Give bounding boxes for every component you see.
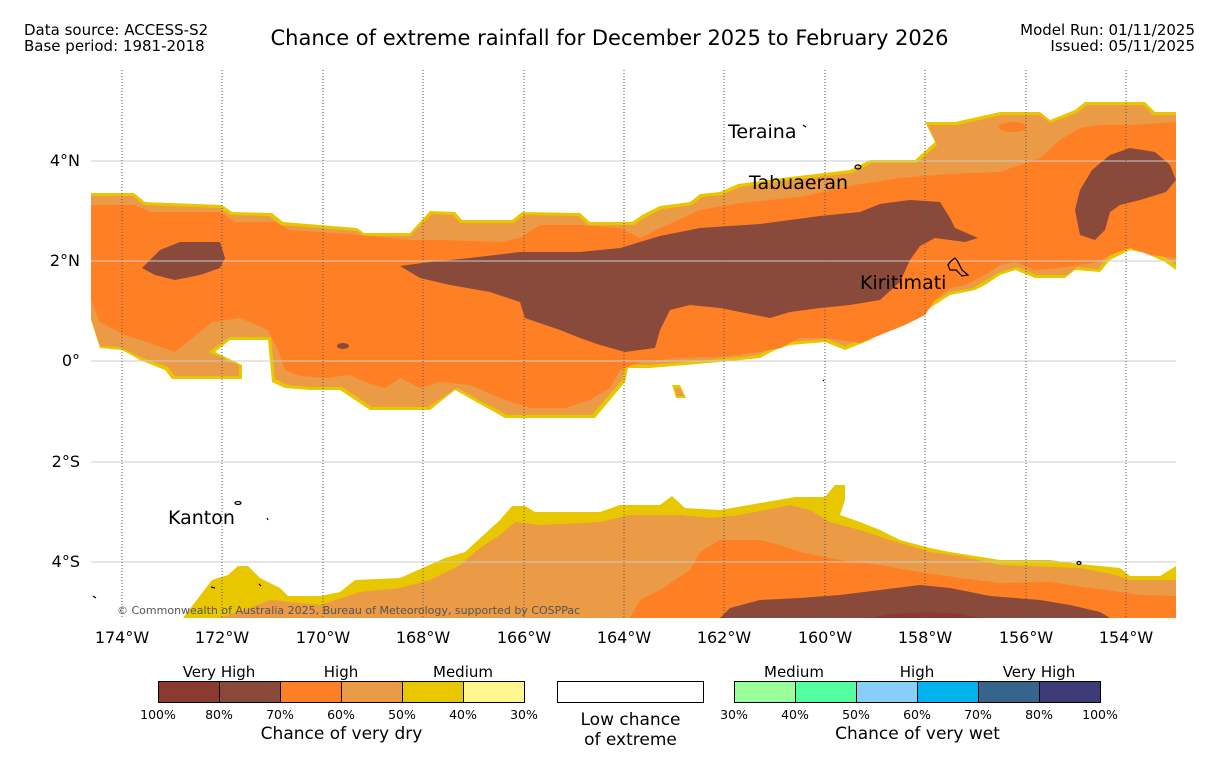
lon-label-172w: 172°W: [194, 628, 250, 647]
header-left: Data source: ACCESS-S2 Base period: 1981…: [24, 22, 208, 54]
lon-label-154w: 154°W: [1098, 628, 1154, 647]
legend-neutral-caption-line1: Low chance: [580, 710, 681, 730]
dry-patch-orange: [675, 388, 684, 396]
islet-c: [210, 586, 216, 589]
lat-label-2s: 2°S: [51, 452, 80, 471]
legend-wet-tick: 70%: [964, 707, 992, 722]
legend-wet-swatch-50-60: [857, 682, 918, 702]
base-period-label: Base period: 1981-2018: [24, 37, 205, 55]
legend-wet-tick: 30%: [720, 707, 748, 722]
kiritimati-island: [947, 257, 970, 277]
islet-e: [92, 595, 97, 599]
longitude-gridlines: [121, 70, 1127, 618]
lon-label-168w: 168°W: [395, 628, 451, 647]
dry-band-north-dark-central: [400, 200, 978, 352]
legend-dry-swatch-50-40: [403, 682, 464, 702]
kanton-island: [234, 500, 242, 506]
legend-dry-tick: 30%: [510, 707, 538, 722]
legend-wet-swatch-30-40: [735, 682, 796, 702]
legend-dry-header-very-high: Very High: [182, 663, 256, 681]
legend-dry-header-medium: Medium: [433, 663, 493, 681]
islet-d: [258, 583, 262, 587]
dry-patch-dot: [337, 343, 349, 349]
islet-b: [1076, 560, 1082, 566]
lon-label-156w: 156°W: [998, 628, 1054, 647]
lon-label-170w: 170°W: [295, 628, 351, 647]
lon-label-162w: 162°W: [696, 628, 752, 647]
legend-dry-swatch-70-60: [281, 682, 342, 702]
place-kiritimati: Kiritimati: [860, 272, 947, 294]
legend-wet-swatch-80-100: [1040, 682, 1100, 702]
lat-label-0: 0°: [61, 351, 80, 370]
lon-label-166w: 166°W: [496, 628, 552, 647]
legend-wet-header-medium: Medium: [764, 663, 824, 681]
latitude-gridlines: [91, 160, 1176, 563]
legend-dry-caption: Chance of very dry: [260, 724, 423, 744]
legend-dry-tick: 100%: [140, 707, 176, 722]
lon-label-164w: 164°W: [596, 628, 652, 647]
islet-a: [822, 379, 825, 382]
legend-wet-swatch-60-70: [918, 682, 979, 702]
data-source-label: Data source: ACCESS-S2: [24, 21, 209, 39]
lon-label-160w: 160°W: [797, 628, 853, 647]
legend-neutral-swatch: [557, 681, 704, 703]
dry-band-south-orange: [630, 540, 1176, 618]
legend-dry-header-high: High: [323, 663, 359, 681]
map-title: Chance of extreme rainfall for December …: [270, 26, 949, 50]
place-tabuaeran: Tabuaeran: [749, 172, 849, 194]
lat-label-4s: 4°S: [51, 552, 80, 571]
legend-wet-swatch-40-50: [796, 682, 857, 702]
legend-wet-header-high: High: [899, 663, 935, 681]
legend-wet-tick: 100%: [1082, 707, 1118, 722]
legend-dry-swatch-80-70: [220, 682, 281, 702]
header-right: Model Run: 01/11/2025 Issued: 05/11/2025: [1020, 22, 1195, 54]
legend-dry-swatch-60-50: [342, 682, 403, 702]
legend-wet-tick: 40%: [781, 707, 809, 722]
legend-neutral-caption: Low chance of extreme: [557, 710, 704, 750]
kanton-islet: [266, 517, 269, 521]
legend-wet-tick: 50%: [842, 707, 870, 722]
lat-label-2n: 2°N: [49, 251, 80, 270]
legend-wet-colorbar: [734, 681, 1101, 703]
legend-wet-swatch-70-80: [979, 682, 1040, 702]
dry-band-south-dark: [720, 585, 1110, 618]
copyright-notice: © Commonwealth of Australia 2025, Bureau…: [117, 604, 581, 617]
island-outlines: [92, 124, 1082, 599]
dry-band-south-darkest: [870, 612, 980, 618]
place-kanton: Kanton: [168, 507, 235, 529]
lon-label-174w: 174°W: [94, 628, 150, 647]
lon-label-158w: 158°W: [897, 628, 953, 647]
legend-dry-tick: 70%: [266, 707, 294, 722]
teraina-island: [802, 124, 807, 128]
legend-dry-tick: 80%: [205, 707, 233, 722]
legend-dry-swatch-100-80: [159, 682, 220, 702]
tabuaeran-island: [854, 164, 862, 170]
dry-patch-small: [999, 122, 1027, 132]
legend-wet-tick: 80%: [1025, 707, 1053, 722]
legend-neutral-caption-line2: of extreme: [584, 730, 677, 750]
legend-dry-tick: 50%: [388, 707, 416, 722]
legend-dry-tick: 40%: [449, 707, 477, 722]
legend-dry-tick: 60%: [327, 707, 355, 722]
place-teraina: Teraina: [728, 121, 797, 143]
legend-dry-colorbar: [158, 681, 525, 703]
model-run-label: Model Run: 01/11/2025: [1020, 21, 1195, 39]
legend-wet-caption: Chance of very wet: [835, 724, 1000, 744]
legend-wet-header-very-high: Very High: [1002, 663, 1076, 681]
legend-dry-swatch-40-30: [464, 682, 524, 702]
lat-label-4n: 4°N: [49, 151, 80, 170]
issued-label: Issued: 05/11/2025: [1050, 37, 1195, 55]
legend-wet-tick: 60%: [903, 707, 931, 722]
